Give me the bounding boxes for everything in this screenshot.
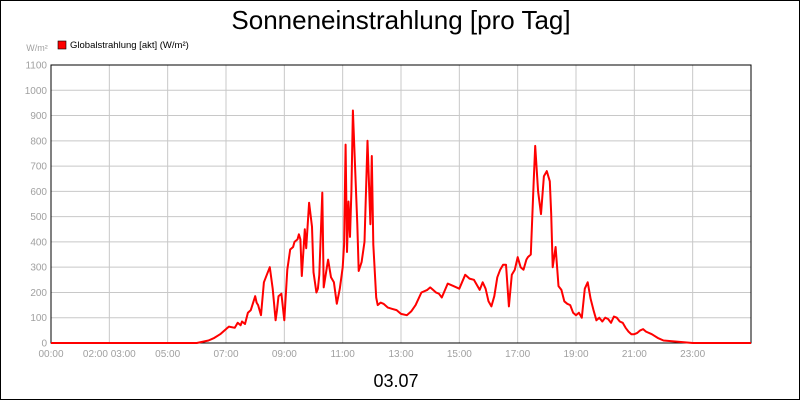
y-tick-label: 1000: [25, 86, 48, 97]
y-axis-unit: W/m²: [26, 43, 48, 53]
series-line-globalstrahlung: [51, 109, 751, 344]
x-tick-label: 23:00: [680, 349, 705, 360]
x-tick-label: 11:00: [331, 349, 356, 360]
x-tick-label: 07:00: [213, 349, 238, 360]
y-tick-label: 600: [30, 187, 47, 198]
y-tick-label: 1100: [25, 61, 47, 72]
y-tick-label: 200: [30, 288, 47, 299]
plot-border: [50, 64, 752, 344]
y-tick-label: 100: [30, 313, 47, 324]
x-tick-label: 13:00: [388, 349, 413, 360]
y-tick-label: 900: [30, 111, 47, 122]
legend-label: Globalstrahlung [akt] (W/m²): [70, 40, 189, 51]
x-tick-label: 15:00: [447, 349, 472, 360]
chart-title: Sonneneinstrahlung [pro Tag]: [231, 5, 570, 35]
grid-lines: [51, 64, 751, 344]
y-tick-label: 500: [30, 212, 47, 223]
y-tick-label: 700: [30, 162, 47, 173]
y-tick-label: 800: [30, 136, 47, 147]
legend-swatch: [57, 40, 67, 50]
x-axis-date-label: 03.07: [373, 371, 418, 391]
x-tick-label: 19:00: [563, 349, 588, 360]
y-axis-ticks: 0 100 200 300 400 500 600 700 800 900 1000 1100: [25, 61, 48, 350]
x-tick-label: 00:00: [38, 349, 63, 360]
y-tick-label: 400: [30, 237, 47, 248]
x-tick-label: 09:00: [272, 349, 297, 360]
x-tick-label: 02:00 03:00: [83, 349, 136, 360]
y-tick-label: 300: [30, 263, 47, 274]
x-tick-label: 05:00: [155, 349, 180, 360]
y-tick-label: 0: [41, 339, 47, 350]
x-tick-label: 21:00: [622, 349, 647, 360]
x-axis-ticks: 00:00 02:00 03:00 05:00 07:00 09:00 11:00 13:0…: [38, 349, 705, 360]
x-tick-label: 17:00: [505, 349, 530, 360]
